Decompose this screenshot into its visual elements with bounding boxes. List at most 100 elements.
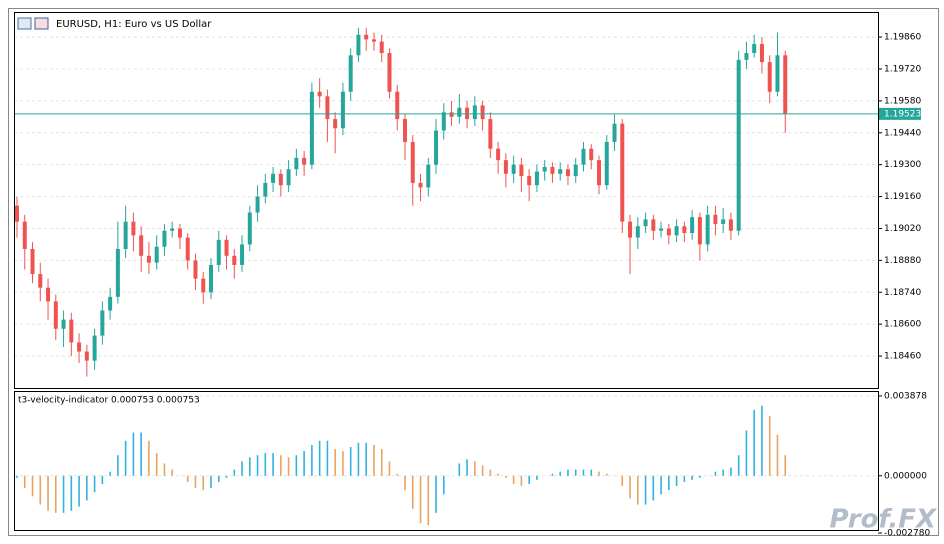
candle-body — [767, 62, 772, 92]
candle-body — [92, 335, 97, 361]
candle-body — [744, 53, 749, 60]
candle-body — [53, 301, 58, 329]
candle-body — [356, 34, 361, 56]
y-tick-label: 1.19020 — [884, 224, 921, 234]
candle-body — [325, 96, 330, 120]
candle-body — [22, 221, 27, 249]
candle-body — [713, 214, 718, 224]
candle-body — [752, 43, 757, 54]
y-tick-label: -0.002780 — [884, 529, 930, 539]
candle-body — [139, 235, 144, 256]
candle-body — [317, 91, 322, 97]
candle-body — [705, 214, 710, 245]
candle-body — [736, 59, 741, 231]
candle-body — [340, 91, 345, 129]
candle-body — [278, 173, 283, 186]
candle-body — [333, 119, 338, 129]
candle-body — [597, 160, 601, 186]
candle-body — [682, 226, 687, 234]
candle-body — [240, 244, 245, 265]
y-tick-label: 1.18740 — [884, 288, 921, 298]
candle-body — [534, 171, 539, 186]
candle-body — [162, 230, 167, 247]
candle-body — [635, 226, 640, 238]
candle-body — [364, 34, 369, 40]
y-tick-label: 1.18460 — [884, 352, 921, 362]
candle-body — [480, 105, 485, 120]
candle-body — [697, 217, 702, 245]
candle-body — [441, 112, 446, 131]
y-tick-label: 1.19440 — [884, 128, 921, 138]
candle-body — [201, 278, 206, 293]
candle-body — [666, 228, 671, 236]
candle-body — [659, 228, 664, 231]
candle-body — [457, 107, 462, 117]
candle-body — [728, 219, 733, 231]
candle-body — [643, 219, 648, 227]
candle-body — [84, 351, 89, 361]
candle-body — [193, 260, 198, 279]
candle-body — [115, 248, 120, 297]
y-tick-label: 0.003878 — [884, 391, 927, 401]
frame — [8, 8, 939, 536]
candle-body — [496, 148, 501, 161]
candle-body — [721, 219, 726, 224]
candle-body — [759, 43, 764, 63]
candle-body — [488, 119, 493, 149]
plot-layer: 1.18460 1.18600 1.18740 1.18880 1.19020 1.191… — [14, 27, 930, 539]
candle-body — [348, 55, 353, 92]
candle-body — [573, 164, 578, 177]
candle-body — [263, 182, 268, 197]
candle-body — [604, 141, 609, 186]
candle-body — [379, 41, 384, 54]
candle-body — [77, 342, 82, 352]
candle-body — [108, 296, 113, 311]
candle-body — [38, 274, 43, 288]
candle-body — [527, 176, 532, 186]
y-tick-label: 1.19300 — [884, 160, 921, 170]
candle-body — [100, 310, 105, 336]
candle-body — [185, 237, 190, 261]
candle-body — [542, 166, 547, 172]
candle-body — [271, 173, 276, 183]
candle-body — [581, 148, 586, 165]
candle-body — [302, 157, 307, 165]
candle-body — [177, 228, 182, 238]
candle-body — [30, 248, 35, 275]
icon — [34, 17, 49, 30]
candle-body — [511, 164, 516, 174]
candle-body — [558, 169, 563, 174]
candle-body — [565, 169, 570, 177]
candle-body — [589, 148, 594, 161]
candle-body — [503, 160, 508, 174]
price-label: 1.19523 — [884, 109, 921, 119]
candle-body — [286, 169, 291, 186]
candle-body — [387, 53, 392, 92]
candle-body — [410, 141, 415, 183]
indicator-pane — [14, 391, 879, 531]
y-tick-label: 1.19720 — [884, 64, 921, 74]
candle-body — [628, 221, 633, 238]
candle-body — [690, 217, 695, 234]
y-tick-label: 0.000000 — [884, 471, 927, 481]
candle-body — [15, 205, 19, 222]
candle-body — [255, 196, 260, 213]
icon — [17, 17, 32, 30]
candle-body — [154, 246, 159, 263]
candle-body — [426, 164, 431, 188]
candle-body — [69, 319, 74, 343]
y-tick-label: 1.19160 — [884, 192, 921, 202]
indicator-title: t3-velocity-indicator 0.000753 0.000753 — [18, 396, 200, 406]
watermark: Prof.FX — [829, 505, 937, 535]
candle-body — [403, 119, 407, 142]
candle-body — [46, 287, 51, 302]
candle-body — [309, 91, 314, 165]
y-tick-label: 1.19580 — [884, 96, 921, 106]
candle-body — [783, 55, 788, 114]
candle-body — [61, 319, 66, 329]
candle-body — [123, 221, 128, 249]
price-label-box — [879, 107, 921, 120]
candle-body — [620, 123, 625, 222]
